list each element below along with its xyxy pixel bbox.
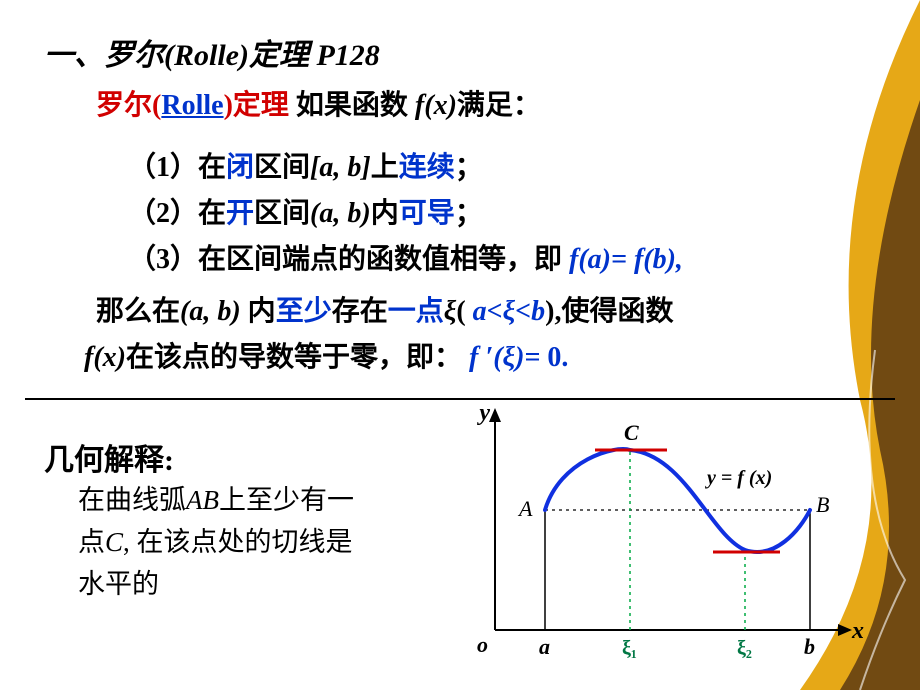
svg-text:y: y <box>476 400 490 426</box>
condition-2: （2）在开区间(a, b)内可导； <box>128 194 483 233</box>
svg-text:ξ₂: ξ₂ <box>737 637 752 659</box>
svg-text:a: a <box>539 634 550 659</box>
conclusion-line-1: 那么在(a, b) 内至少存在一点ξ( a<ξ<b),使得函数 <box>96 292 673 331</box>
svg-text:x: x <box>851 618 864 644</box>
rolle-link[interactable]: Rolle <box>161 90 223 121</box>
section-heading: 一、罗尔(Rolle)定理 P128 <box>44 30 380 74</box>
theorem-name-prefix: 罗尔 <box>96 90 152 121</box>
condition-1: （1）在闭区间[a, b]上连续； <box>128 148 483 187</box>
theorem-title: 罗尔(Rolle)定理 如果函数 f(x)满足： <box>96 86 541 125</box>
svg-text:C: C <box>624 420 639 445</box>
slide: 一、罗尔(Rolle)定理 P128 罗尔(Rolle)定理 如果函数 f(x)… <box>0 0 920 690</box>
geometric-explanation-text: 在曲线弧AB上至少有一 点C, 在该点处的切线是 水平的 <box>78 480 458 606</box>
svg-text:o: o <box>477 632 488 657</box>
conclusion-line-2: f(x)在该点的导数等于零，即： f ′(ξ)= 0. <box>84 338 568 377</box>
svg-text:ξ₁: ξ₁ <box>622 637 637 659</box>
svg-text:b: b <box>804 634 815 659</box>
svg-text:A: A <box>517 496 533 521</box>
fx: f(x) <box>415 90 457 121</box>
rolle-chart: y x o a b ξ₁ ξ₂ A B Cy = f (x) <box>455 400 875 680</box>
svg-text:y = f (x): y = f (x) <box>705 467 772 489</box>
condition-3: （3）在区间端点的函数值相等，即 f(a)= f(b), <box>128 240 683 279</box>
svg-text:B: B <box>816 492 829 517</box>
fa-eq-fb: f(a)= f(b), <box>569 244 683 275</box>
fprime-eq: f ′(ξ)= <box>462 342 547 373</box>
geometric-explanation-label: 几何解释: <box>44 435 174 479</box>
